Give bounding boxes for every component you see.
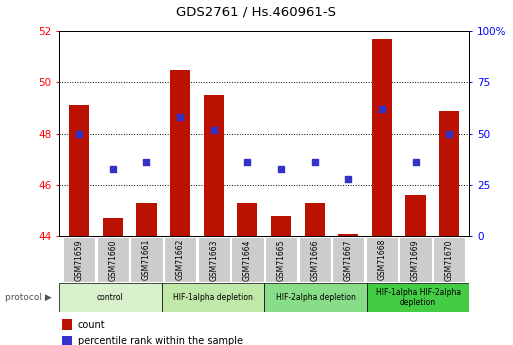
FancyBboxPatch shape bbox=[198, 237, 230, 283]
Point bbox=[411, 160, 420, 165]
FancyBboxPatch shape bbox=[96, 237, 129, 283]
Text: protocol ▶: protocol ▶ bbox=[5, 293, 52, 302]
Text: count: count bbox=[78, 320, 106, 329]
Text: GSM71670: GSM71670 bbox=[445, 239, 453, 280]
Text: GSM71668: GSM71668 bbox=[378, 239, 386, 280]
Text: control: control bbox=[97, 293, 124, 302]
Text: GSM71661: GSM71661 bbox=[142, 239, 151, 280]
Bar bbox=[338, 234, 359, 236]
Bar bbox=[170, 70, 190, 236]
Text: GSM71666: GSM71666 bbox=[310, 239, 319, 280]
Text: GDS2761 / Hs.460961-S: GDS2761 / Hs.460961-S bbox=[176, 5, 337, 18]
Point bbox=[445, 131, 453, 136]
Point bbox=[277, 166, 285, 171]
Bar bbox=[162, 283, 264, 312]
FancyBboxPatch shape bbox=[332, 237, 364, 283]
Bar bbox=[103, 218, 123, 236]
FancyBboxPatch shape bbox=[366, 237, 398, 283]
Point bbox=[142, 160, 150, 165]
Point bbox=[344, 176, 352, 181]
Bar bbox=[136, 203, 156, 236]
Point bbox=[109, 166, 117, 171]
Bar bbox=[439, 111, 459, 236]
Bar bbox=[367, 283, 469, 312]
Point bbox=[75, 131, 83, 136]
Bar bbox=[305, 203, 325, 236]
Text: HIF-1alpha depletion: HIF-1alpha depletion bbox=[173, 293, 253, 302]
Bar bbox=[405, 195, 426, 236]
Text: GSM71660: GSM71660 bbox=[108, 239, 117, 280]
Bar bbox=[204, 95, 224, 236]
Text: GSM71669: GSM71669 bbox=[411, 239, 420, 280]
Text: GSM71663: GSM71663 bbox=[209, 239, 218, 280]
Bar bbox=[372, 39, 392, 236]
Bar bbox=[69, 106, 89, 236]
FancyBboxPatch shape bbox=[164, 237, 196, 283]
Text: GSM71664: GSM71664 bbox=[243, 239, 252, 280]
Text: GSM71662: GSM71662 bbox=[175, 239, 185, 280]
FancyBboxPatch shape bbox=[433, 237, 465, 283]
Bar bbox=[62, 319, 72, 330]
Point bbox=[210, 127, 218, 132]
Bar bbox=[62, 336, 72, 345]
Point bbox=[310, 160, 319, 165]
Text: GSM71659: GSM71659 bbox=[75, 239, 84, 280]
Text: HIF-2alpha depletion: HIF-2alpha depletion bbox=[275, 293, 356, 302]
FancyBboxPatch shape bbox=[231, 237, 264, 283]
Text: HIF-1alpha HIF-2alpha
depletion: HIF-1alpha HIF-2alpha depletion bbox=[376, 288, 461, 307]
Text: percentile rank within the sample: percentile rank within the sample bbox=[78, 336, 243, 345]
Point bbox=[378, 106, 386, 112]
Bar bbox=[271, 216, 291, 236]
Bar bbox=[59, 283, 162, 312]
FancyBboxPatch shape bbox=[265, 237, 297, 283]
Bar bbox=[264, 283, 367, 312]
FancyBboxPatch shape bbox=[299, 237, 331, 283]
Bar bbox=[238, 203, 258, 236]
Point bbox=[243, 160, 251, 165]
Text: GSM71667: GSM71667 bbox=[344, 239, 353, 280]
FancyBboxPatch shape bbox=[130, 237, 163, 283]
Text: GSM71665: GSM71665 bbox=[277, 239, 286, 280]
FancyBboxPatch shape bbox=[63, 237, 95, 283]
Point bbox=[176, 115, 184, 120]
FancyBboxPatch shape bbox=[400, 237, 432, 283]
